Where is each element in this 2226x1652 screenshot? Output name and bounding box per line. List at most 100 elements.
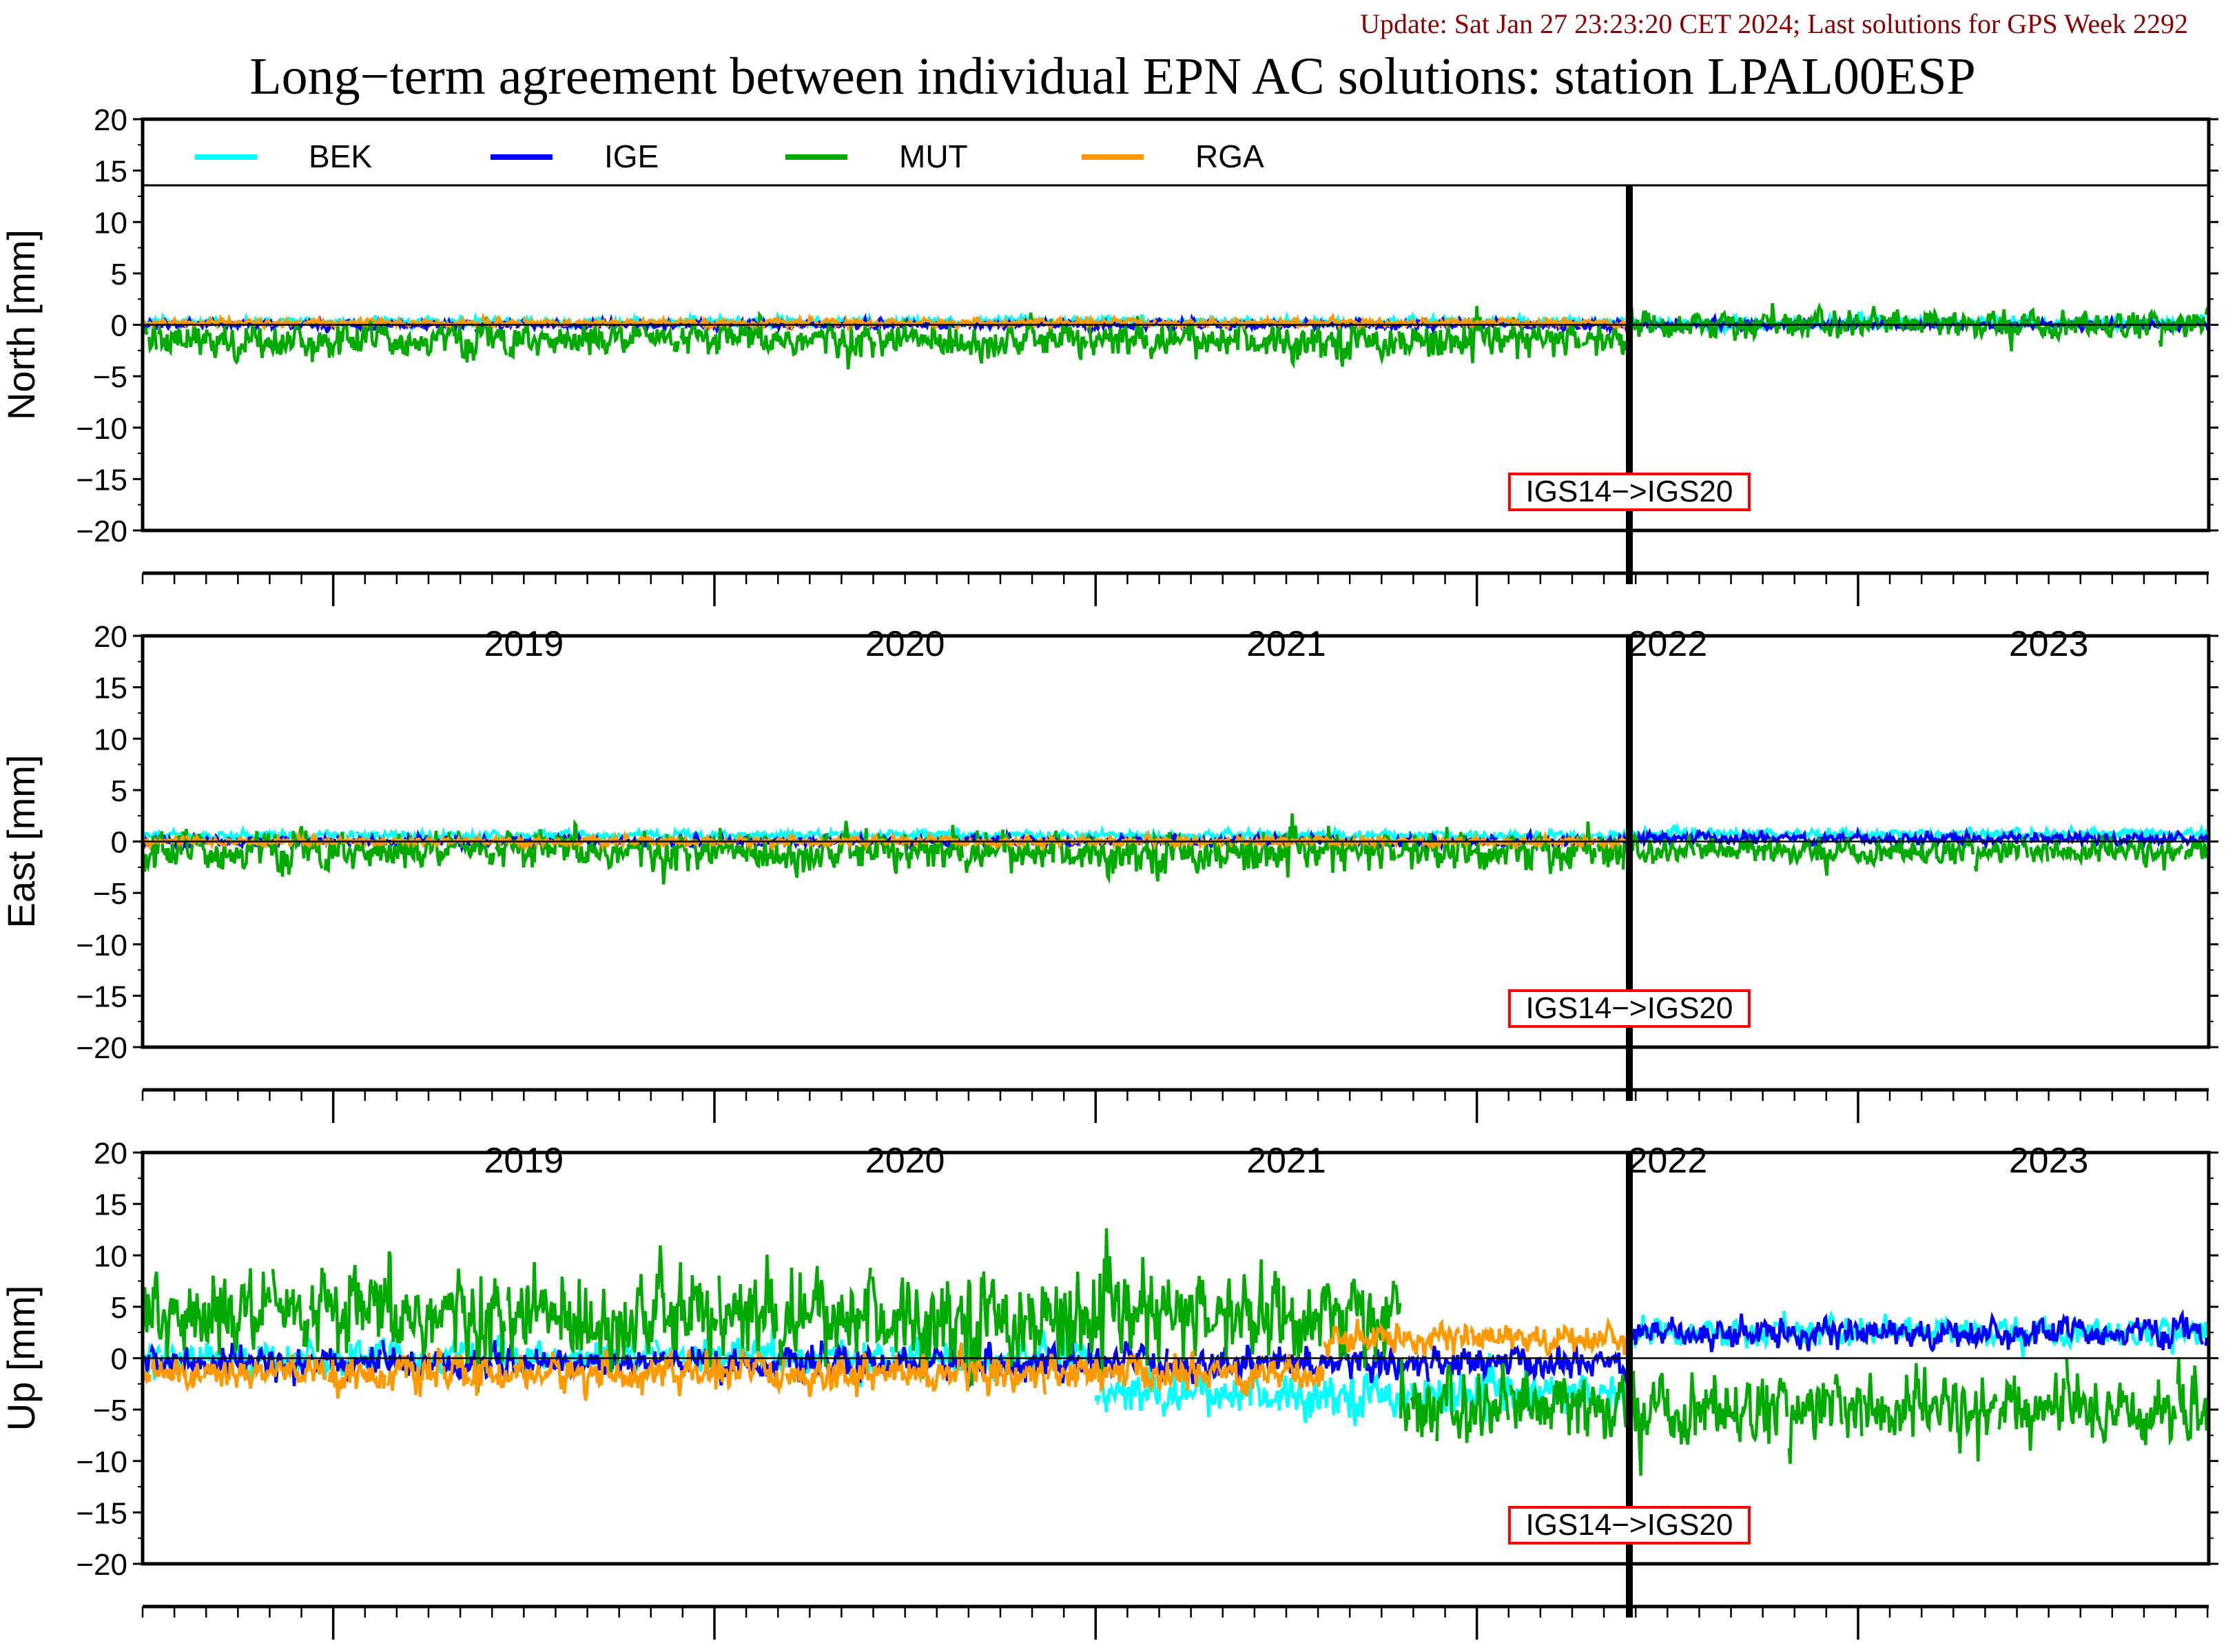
series-mut-line [1036, 1228, 1212, 1377]
x-tick-label: 2023 [2009, 624, 2089, 664]
series-mut-line [2029, 843, 2050, 865]
series-ige-line [853, 1343, 897, 1383]
series-mut-line [2065, 1356, 2149, 1445]
series-mut-line [1862, 1363, 1998, 1462]
y-tick-label: 5 [111, 774, 127, 808]
series-rga-line [386, 1348, 444, 1397]
series-mut-line [838, 1267, 872, 1353]
series-mut-line [1148, 320, 1210, 360]
series-mut-line [1600, 1370, 1789, 1476]
series-bek-line [2170, 1319, 2209, 1355]
series-mut-line [1627, 306, 1766, 343]
series-mut-line [1695, 834, 1788, 862]
legend-background [143, 119, 2209, 185]
series-mut-line [1308, 320, 1399, 367]
y-tick-label: −20 [76, 1031, 127, 1065]
y-tick-label: 20 [94, 1137, 127, 1170]
reference-change-label: IGS14−>IGS20 [1526, 1508, 1733, 1542]
panel-0: IGS14−>IGS20 20 15 10 5 0 −5 −10 −15 −20 North [mm… [0, 103, 2218, 664]
series-rga-line [369, 316, 453, 330]
series-rga-line [575, 314, 699, 329]
reference-change-box [1507, 473, 1751, 511]
y-tick-label: −15 [76, 1496, 127, 1530]
series-mut-line [1580, 821, 1597, 865]
series-mut-line [457, 830, 489, 860]
series-mut-line [1879, 307, 1972, 336]
y-tick-label: 10 [94, 1239, 127, 1273]
y-tick-label: −20 [76, 515, 127, 548]
series-bek-line [1346, 827, 1408, 844]
legend-label-bek: BEK [309, 138, 372, 174]
series-mut-line [717, 1255, 779, 1356]
series-mut-line [1396, 827, 1581, 874]
y-tick-label: 20 [94, 103, 127, 137]
series-mut-line [1399, 1357, 1411, 1432]
series-mut-line [1241, 324, 1310, 369]
series-mut-line [1410, 1383, 1436, 1438]
series-mut-line [147, 322, 158, 354]
series-rga-line [337, 833, 389, 848]
panels-layer: IGS14−>IGS20 20 15 10 5 0 −5 −10 −15 −20 North [mm… [0, 103, 2218, 1640]
series-mut-line [1806, 302, 1881, 339]
series-mut-line [1971, 307, 2160, 352]
y-tick-label: 15 [94, 1188, 127, 1222]
y-tick-label: −5 [93, 360, 127, 394]
series-rga-line [1459, 1323, 1470, 1349]
series-ige-line [1628, 826, 2030, 851]
series-rga-line [885, 313, 1157, 331]
series-bek-line [1321, 1371, 1411, 1426]
reference-change-box [1507, 989, 1751, 1028]
series-bek-line [705, 826, 839, 845]
y-tick-label: −10 [76, 929, 127, 962]
series-mut-line [494, 818, 692, 885]
series-rga-line [327, 1356, 387, 1399]
series-mut-line [1627, 831, 1696, 865]
y-tick-label: −15 [76, 980, 127, 1013]
series-mut-line [1394, 1284, 1402, 1316]
panel-1: IGS14−>IGS20 20 15 10 5 0 −5 −10 −15 −20 East [mm]… [0, 620, 2218, 1181]
series-rga-line [469, 1356, 514, 1396]
chart-title: Long−term agreement between individual E… [249, 48, 1976, 105]
series-mut-line [1787, 1383, 1835, 1465]
series-rga-line [1156, 312, 1419, 332]
series-mut-line [1843, 1387, 1864, 1438]
series-mut-line [2019, 835, 2030, 858]
y-tick-label: −10 [76, 412, 127, 446]
legend-label-mut: MUT [899, 138, 968, 174]
series-rga-line [841, 314, 885, 333]
series-ige-line [150, 1343, 160, 1371]
panel-2-data [143, 1228, 2209, 1476]
series-mut-line [1596, 836, 1623, 867]
series-mut-line [1764, 302, 1782, 334]
series-mut-line [2147, 1379, 2178, 1446]
y-tick-label: −20 [76, 1548, 127, 1582]
series-mut-line [1509, 1371, 1602, 1436]
series-mut-line [1397, 331, 1408, 355]
series-mut-line [1087, 316, 1149, 355]
y-tick-label: 5 [111, 258, 127, 291]
x-tick-label: 2022 [1627, 1141, 1707, 1181]
y-axis-label: Up [mm] [0, 1286, 43, 1432]
series-mut-line [309, 1251, 507, 1393]
series-mut-line [271, 1269, 304, 1331]
series-rga-line [513, 1347, 786, 1401]
legend-label-ige: IGE [604, 138, 659, 174]
x-tick-label: 2020 [865, 624, 945, 664]
series-rga-line [267, 832, 296, 847]
series-mut-line [1435, 1363, 1510, 1443]
panel-1-data [143, 813, 2209, 885]
y-tick-label: 0 [111, 309, 127, 343]
series-mut-line [938, 1271, 1028, 1386]
series-bek-line [1161, 1370, 1224, 1418]
series-rga-line [150, 1357, 203, 1393]
panel-2: IGS14−>IGS20 20 15 10 5 0 −5 −10 −15 −20 Up [mm] 20… [0, 1137, 2218, 1640]
y-tick-label: 0 [111, 1343, 127, 1376]
series-mut-line [323, 830, 458, 874]
series-mut-line [1209, 320, 1243, 355]
series-mut-line [2183, 839, 2209, 860]
series-ige-line [2039, 829, 2209, 850]
x-tick-label: 2022 [1627, 624, 1707, 664]
y-tick-label: 15 [94, 672, 127, 705]
x-tick-label: 2019 [484, 1141, 564, 1181]
series-mut-line [1581, 323, 1630, 356]
